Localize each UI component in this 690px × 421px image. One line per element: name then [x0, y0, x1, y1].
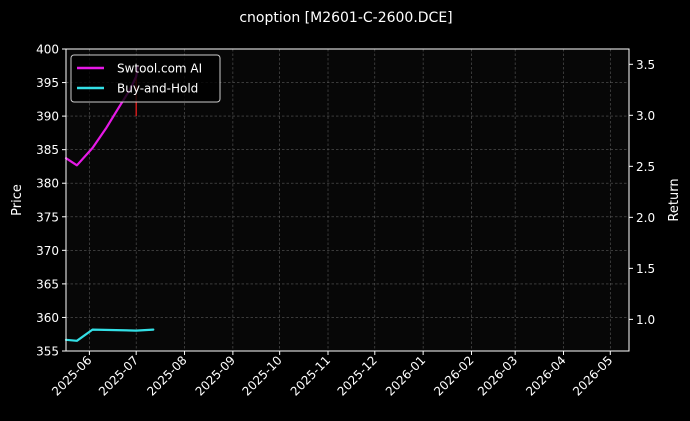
y2-tick-label: 1.5: [636, 262, 655, 276]
plot-frame: [65, 48, 630, 352]
y-tick-label: 380: [36, 177, 59, 191]
y-tick-label: 370: [36, 244, 59, 258]
y-tick-label: 375: [36, 210, 59, 224]
y2-tick-label: 3.5: [636, 58, 655, 72]
y2-tick-label: 2.5: [636, 160, 655, 174]
legend-box: [70, 54, 221, 103]
y2-tick-label: 3.0: [636, 109, 655, 123]
chart-title: cnoption [M2601-C-2600.DCE]: [239, 10, 452, 26]
legend: Swtool.com AI Buy-and-Hold: [70, 54, 221, 103]
y2-axis-label: Return: [667, 178, 682, 221]
y2-tick-label: 1.0: [636, 313, 655, 327]
y-axis-left: 355 360 365 370 375 380 385 390 395 400: [36, 43, 66, 359]
legend-label: Swtool.com AI: [117, 62, 202, 76]
y2-tick-label: 2.0: [636, 211, 655, 225]
y-tick-label: 355: [36, 345, 59, 359]
y-tick-label: 360: [36, 311, 59, 325]
y-tick-label: 365: [36, 277, 59, 291]
y-tick-label: 385: [36, 143, 59, 157]
y-tick-label: 395: [36, 76, 59, 90]
y-tick-label: 390: [36, 110, 59, 124]
legend-label: Buy-and-Hold: [117, 82, 198, 96]
y-axis-label: Price: [10, 184, 25, 216]
y-axis-right: 1.0 1.5 2.0 2.5 3.0 3.5: [629, 58, 655, 327]
y-tick-label: 400: [36, 43, 59, 57]
series-line-buy-and-hold: [64, 328, 155, 342]
